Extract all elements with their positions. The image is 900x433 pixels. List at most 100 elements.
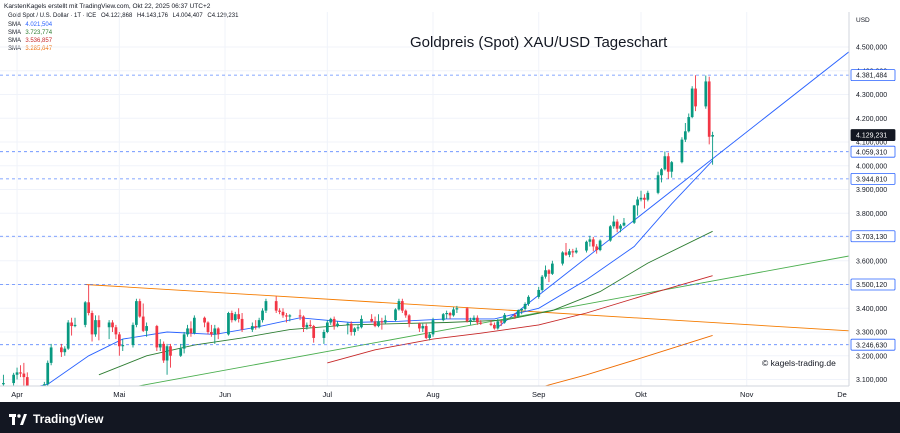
candle-body [162,343,166,361]
candle-body [145,326,148,331]
candle-body [537,289,541,297]
level-price-tag [850,278,896,291]
candle-body [632,205,636,223]
candle-body [407,315,411,324]
candle-body [63,348,67,353]
candle-body [257,320,261,328]
candle-body [135,301,138,325]
candle-body [22,373,26,378]
candle-body [496,321,500,329]
candle-body [298,315,302,317]
candle-body [97,320,101,328]
candle-body [516,310,520,317]
candle-body [404,310,408,316]
price-scale[interactable]: 3.100,000 3.200,000 3.300,000 3.400,000 3.50… [856,45,887,385]
candle-body [585,241,588,251]
level-price-tag [850,338,896,351]
candle-body [322,332,326,338]
candle-body [346,323,350,325]
indicator-sma-3[interactable]: SMA 3.536,857 [8,38,52,44]
candle-body [111,322,114,328]
candle-body [690,88,694,118]
indicator-sma-1[interactable]: SMA 4.021,504 [8,22,52,28]
indicator-sma-2[interactable]: SMA 3.723,774 [8,30,52,36]
candle-body [711,135,714,137]
candle-body [189,328,193,334]
candle-body [114,327,118,335]
candle-body [305,324,309,328]
candle-body [138,301,142,317]
candle-body [615,221,619,229]
candle-body [448,313,452,316]
high-value: H4.143,176 [136,13,168,19]
candle-body [643,197,646,200]
candle-body [237,314,241,319]
candle-body [397,301,401,310]
time-tick-label: Jun [219,390,231,399]
candle-body [377,321,380,327]
candle-body [574,250,578,253]
candle-body [117,334,121,347]
candle-body [527,296,530,304]
indicator-sma-4[interactable]: SMA 3.285,647 [8,46,52,52]
candle-body [336,323,339,327]
indicator-label: SMA [8,46,21,52]
candle-body [158,343,162,348]
grid [0,12,850,386]
time-tick-label: Mai [113,390,125,399]
time-tick-label: Sep [532,390,545,399]
candle-body [356,327,360,329]
indicator-value: 3.536,857 [25,38,53,44]
candle-body [424,326,428,338]
open-value: O4.122,868 [100,13,133,19]
price-tick-label: 4.200,000 [856,116,887,123]
candle-body [704,81,708,107]
candle-body [680,139,684,163]
moving-averages [37,160,713,386]
candle-body [561,252,564,264]
candle-body [90,313,94,335]
candle-body [254,326,258,328]
price-tick-label: 3.400,000 [856,306,887,313]
candle-body [230,313,234,321]
candle-body [663,156,667,170]
price-tick-label: 3.200,000 [856,353,887,360]
price-chart[interactable]: USD 3.100,000 3.200,000 3.300,000 3.400,000… [0,0,900,402]
candle-body [203,317,206,323]
footer-bar: TradingView [0,402,900,433]
price-tick-label: 3.900,000 [856,187,887,194]
candle-body [489,323,493,325]
level-lines [0,74,849,346]
level-price-tag [850,69,896,82]
price-tick-label: 4.000,000 [856,163,887,170]
candle-body [186,328,189,335]
candle-body [472,317,476,321]
candle-body [612,221,616,227]
candle-body [131,324,135,346]
time-scale[interactable]: Apr Mai Jun Jul Aug Sep Okt Nov De [11,390,847,399]
candle-body [155,326,159,348]
indicator-label: SMA [8,22,21,28]
time-tick-label: Okt [635,390,648,399]
indicator-label: SMA [8,38,21,44]
candle-body [288,315,292,317]
brand-name: TradingView [33,412,104,426]
candle-body [213,328,217,335]
last-price-label: 4.129,231 [856,133,887,140]
candle-body [66,322,70,349]
candle-body [571,251,575,253]
candle-body [210,332,213,335]
candle-body [513,314,517,317]
tradingview-logo[interactable]: TradingView [9,412,103,426]
candle-body [302,316,305,328]
tradingview-icon [9,413,27,425]
candle-body [60,347,63,353]
candle-body [36,394,39,402]
candle-body [479,322,483,324]
time-tick-label: Aug [426,390,439,399]
candle-body [42,384,46,386]
candle-body [264,301,268,311]
candle-body [141,316,145,331]
price-tags: 4.381,484 4.129,231 4.059,310 3.944,810 3.70… [850,69,896,351]
